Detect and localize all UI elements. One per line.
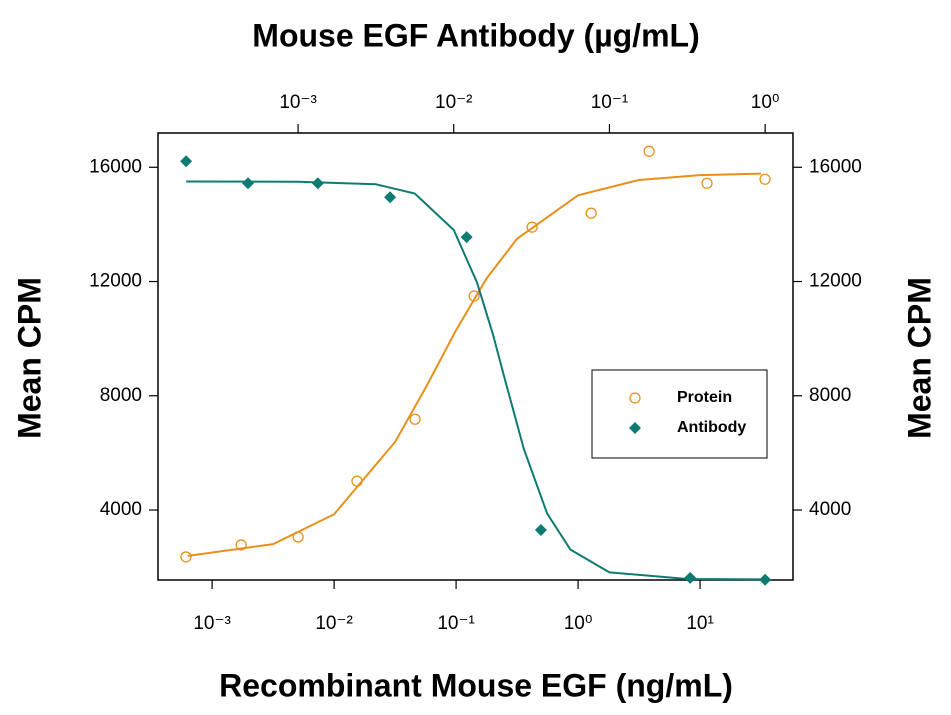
data-point [468, 290, 480, 302]
x-tick-label: 10¹ [686, 613, 713, 634]
legend-marker [629, 422, 641, 434]
y2-tick-label: 4000 [809, 499, 851, 520]
fit-curve [186, 180, 766, 581]
legend-label: Antibody [677, 419, 746, 436]
data-point [684, 571, 697, 584]
x-tick-label: 10⁰ [564, 613, 593, 634]
y2-axis-title: Mean CPM [901, 277, 937, 439]
data-point [292, 531, 304, 543]
plot-frame [157, 132, 794, 581]
y2-tick-label: 12000 [809, 271, 862, 292]
data-point [409, 413, 421, 425]
legend-label: Protein [677, 389, 732, 406]
data-point [701, 177, 713, 189]
data-point [526, 221, 538, 233]
data-point [242, 177, 255, 190]
data-point [311, 177, 324, 190]
data-point [351, 475, 363, 487]
y2-tick-label: 16000 [809, 156, 862, 177]
x2-tick-label: 10⁻³ [279, 92, 317, 113]
data-point [180, 551, 192, 563]
data-point [585, 207, 597, 219]
y-axis-title: Mean CPM [11, 277, 47, 439]
x-tick-label: 10⁻¹ [437, 613, 475, 634]
x2-axis-title: Mouse EGF Antibody (µg/mL) [252, 17, 699, 53]
x2-tick-label: 10⁰ [751, 92, 780, 113]
data-point [759, 573, 772, 586]
data-point [235, 539, 247, 551]
x-tick-label: 10⁻³ [193, 613, 231, 634]
fit-curve [187, 172, 762, 557]
data-point [643, 145, 655, 157]
data-point [759, 173, 771, 185]
data-point [460, 231, 473, 244]
y-tick-label: 16000 [89, 156, 142, 177]
y2-tick-label: 8000 [809, 385, 851, 406]
legend-box [591, 369, 768, 459]
y-tick-label: 12000 [89, 271, 142, 292]
x-tick-label: 10⁻² [315, 613, 353, 634]
y-tick-label: 4000 [100, 499, 142, 520]
data-point [384, 191, 397, 204]
x2-tick-label: 10⁻² [435, 92, 473, 113]
x2-tick-label: 10⁻¹ [591, 92, 629, 113]
x-axis-title: Recombinant Mouse EGF (ng/mL) [219, 667, 733, 703]
legend-marker [629, 392, 641, 404]
data-point [534, 523, 547, 536]
y-tick-label: 8000 [100, 385, 142, 406]
data-point [180, 155, 193, 168]
